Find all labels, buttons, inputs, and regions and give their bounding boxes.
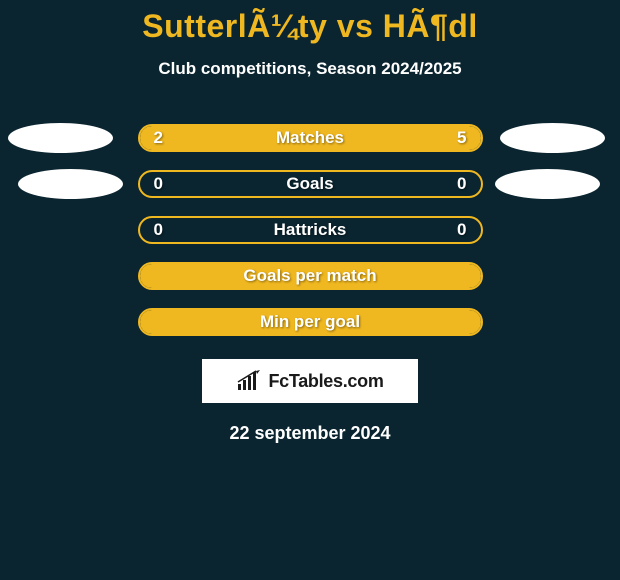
stat-bar: 0 0 Hattricks: [138, 216, 483, 244]
stat-label: Matches: [276, 128, 344, 148]
logo-box[interactable]: FcTables.com: [202, 359, 418, 403]
date-text: 22 september 2024: [0, 423, 620, 444]
stat-row: Goals per match: [0, 253, 620, 299]
stats-area: 2 5 Matches 0 0 Goals 0 0 Hattricks Goals per mat…: [0, 115, 620, 345]
stat-label: Goals per match: [243, 266, 376, 286]
player-right-ellipse: [495, 169, 600, 199]
stat-bar-fill-right: [235, 126, 481, 150]
player-left-ellipse: [18, 169, 123, 199]
player-left-ellipse: [8, 123, 113, 153]
stat-row: 0 0 Hattricks: [0, 207, 620, 253]
stat-value-left: 0: [154, 220, 163, 240]
subtitle: Club competitions, Season 2024/2025: [0, 59, 620, 79]
stat-row: 0 0 Goals: [0, 161, 620, 207]
stat-label: Goals: [286, 174, 333, 194]
stat-label: Hattricks: [274, 220, 347, 240]
stat-value-left: 2: [154, 128, 163, 148]
logo-text: FcTables.com: [268, 371, 383, 392]
stat-bar: Min per goal: [138, 308, 483, 336]
stat-label: Min per goal: [260, 312, 360, 332]
stat-value-left: 0: [154, 174, 163, 194]
stat-bar: 2 5 Matches: [138, 124, 483, 152]
barchart-icon: [236, 370, 262, 392]
stat-row: Min per goal: [0, 299, 620, 345]
stat-bar: 0 0 Goals: [138, 170, 483, 198]
page-title: SutterlÃ¼ty vs HÃ¶dl: [0, 8, 620, 45]
main-container: SutterlÃ¼ty vs HÃ¶dl Club competitions, …: [0, 0, 620, 444]
stat-value-right: 5: [457, 128, 466, 148]
stat-row: 2 5 Matches: [0, 115, 620, 161]
stat-bar: Goals per match: [138, 262, 483, 290]
stat-value-right: 0: [457, 174, 466, 194]
stat-value-right: 0: [457, 220, 466, 240]
player-right-ellipse: [500, 123, 605, 153]
